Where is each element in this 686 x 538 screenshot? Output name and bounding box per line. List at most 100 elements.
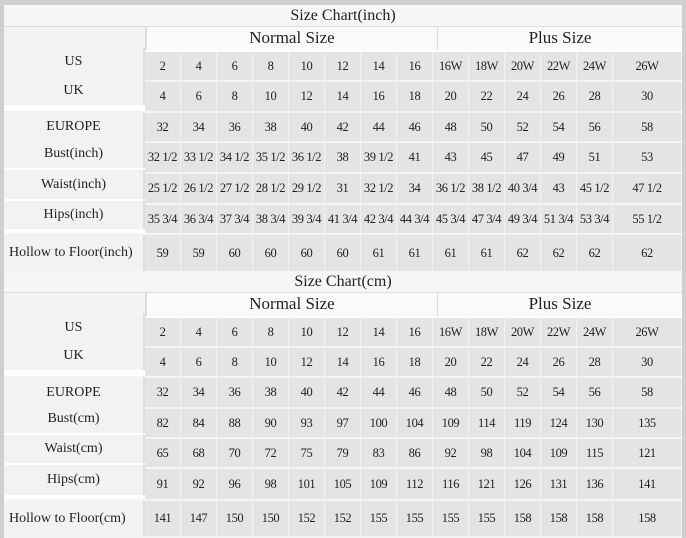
table-cell: 6 (181, 82, 217, 111)
table-cell: 40 (289, 113, 325, 141)
table-cell: 20W (505, 52, 541, 80)
table-cell: 86 (397, 439, 433, 467)
table-cell: 96 (217, 469, 253, 499)
table-cell: 48 (433, 378, 469, 407)
table-cell: 50 (469, 378, 505, 407)
table-cell: 121 (469, 469, 505, 499)
table-cell: 75 (289, 439, 325, 467)
table-cell: 56 (577, 378, 613, 407)
table-cell: 44 3/4 (397, 205, 433, 233)
table-cell: 79 (325, 439, 361, 467)
table-cell: 61 (469, 235, 505, 271)
table-cell: 45 1/2 (577, 174, 613, 203)
table-cell: 92 (181, 469, 217, 499)
table-cell: 131 (541, 469, 577, 499)
size-chart-inch-table: Size Chart(inch) Normal Size Plus Size US 2 4… (4, 5, 682, 273)
table-row: Hips(cm) 91 92 96 98 101 105 109 112 116 121 126 131… (4, 465, 682, 501)
table-cell: 88 (217, 409, 253, 437)
table-cell: 30 (613, 82, 682, 111)
table-cell: 6 (217, 52, 253, 80)
table-cell: 55 1/2 (613, 205, 682, 233)
table-cell: 45 3/4 (433, 205, 469, 233)
table-cell: 34 (181, 113, 217, 141)
table-cell: 34 (181, 378, 217, 407)
group-header-plus: Plus Size (438, 27, 682, 50)
table-cell: 49 (541, 143, 577, 172)
size-chart-cm-table: Size Chart(cm) Normal Size Plus Size US 2 4 6 8… (4, 271, 682, 538)
table-cell: 18 (397, 348, 433, 376)
table-cell: 82 (145, 409, 181, 437)
row-label: US (4, 314, 145, 342)
table-cell: 51 3/4 (541, 205, 577, 233)
table-cell: 104 (397, 409, 433, 437)
table-cell: 27 1/2 (217, 174, 253, 203)
table-cell: 147 (181, 501, 217, 536)
table-cell: 98 (253, 469, 289, 499)
table-cell: 60 (253, 235, 289, 271)
table-cell: 114 (469, 409, 505, 437)
table-title: Size Chart(inch) (4, 5, 682, 27)
table-cell: 32 (145, 378, 181, 407)
table-cell: 43 (433, 143, 469, 172)
table-cell: 49 3/4 (505, 205, 541, 233)
table-cell: 36 1/2 (289, 143, 325, 172)
table-cell: 51 (577, 143, 613, 172)
table-cell: 24W (577, 52, 613, 80)
table-cell: 8 (253, 52, 289, 80)
group-header-row: Normal Size Plus Size (4, 27, 682, 52)
table-cell: 152 (289, 501, 325, 536)
table-cell: 97 (325, 409, 361, 437)
table-cell: 152 (325, 501, 361, 536)
table-cell: 62 (505, 235, 541, 271)
table-cell: 109 (541, 439, 577, 467)
table-cell: 24 (505, 348, 541, 376)
table-cell: 16 (361, 82, 397, 111)
table-cell: 34 (397, 174, 433, 203)
table-cell: 35 1/2 (253, 143, 289, 172)
table-cell: 26 (541, 82, 577, 111)
table-row: Waist(cm) 65 68 70 72 75 79 83 86 92 98 104 109 115 12… (4, 435, 682, 469)
table-cell: 90 (253, 409, 289, 437)
table-cell: 60 (289, 235, 325, 271)
table-cell: 83 (361, 439, 397, 467)
table-cell: 29 1/2 (289, 174, 325, 203)
table-cell: 70 (217, 439, 253, 467)
group-header-plus: Plus Size (438, 293, 682, 316)
table-row: EUROPE 32 34 36 38 40 42 44 46 48 50 52 54 56 58 (4, 113, 682, 143)
row-label: Bust(cm) (4, 405, 145, 433)
row-label: Waist(cm) (4, 435, 145, 463)
table-cell: 61 (361, 235, 397, 271)
table-cell: 98 (469, 439, 505, 467)
table-cell: 16 (397, 52, 433, 80)
row-label: EUROPE (4, 378, 145, 407)
table-cell: 10 (289, 52, 325, 80)
table-cell: 155 (397, 501, 433, 536)
row-label: Hollow to Floor(cm) (4, 501, 145, 536)
table-cell: 12 (289, 82, 325, 111)
table-cell: 8 (217, 348, 253, 376)
table-cell: 20W (505, 318, 541, 346)
table-cell: 158 (505, 501, 541, 536)
row-label: EUROPE (4, 113, 145, 141)
table-cell: 101 (289, 469, 325, 499)
table-cell: 42 (325, 113, 361, 141)
table-cell: 26 1/2 (181, 174, 217, 203)
table-cell: 158 (541, 501, 577, 536)
table-cell: 58 (613, 113, 682, 141)
table-cell: 61 (397, 235, 433, 271)
table-cell: 68 (181, 439, 217, 467)
table-cell: 65 (145, 439, 181, 467)
table-cell: 4 (145, 348, 181, 376)
table-cell: 155 (469, 501, 505, 536)
table-cell: 30 (613, 348, 682, 376)
table-cell: 10 (253, 348, 289, 376)
table-cell: 44 (361, 378, 397, 407)
table-cell: 16 (397, 318, 433, 346)
table-cell: 35 3/4 (145, 205, 181, 233)
table-cell: 141 (613, 469, 682, 499)
table-cell: 44 (361, 113, 397, 141)
table-cell: 119 (505, 409, 541, 437)
table-cell: 4 (181, 318, 217, 346)
table-cell: 40 3/4 (505, 174, 541, 203)
table-cell: 22W (541, 318, 577, 346)
